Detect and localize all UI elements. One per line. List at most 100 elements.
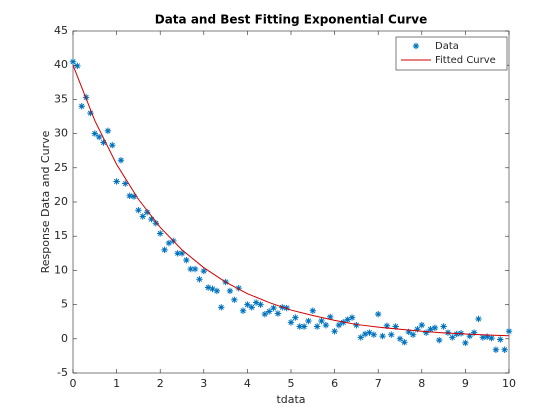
data-point bbox=[318, 317, 325, 325]
data-point bbox=[353, 321, 360, 329]
data-point bbox=[379, 332, 386, 340]
data-point bbox=[78, 103, 85, 110]
data-point bbox=[466, 332, 473, 340]
data-point bbox=[91, 130, 98, 137]
data-point bbox=[335, 321, 343, 329]
data-point bbox=[296, 323, 303, 330]
data-point bbox=[218, 304, 225, 311]
y-tick-label: 25 bbox=[54, 161, 68, 174]
data-point bbox=[187, 265, 194, 273]
y-tick-label: 15 bbox=[54, 229, 68, 242]
data-point bbox=[157, 230, 164, 237]
y-tick-label: -5 bbox=[57, 366, 68, 379]
data-point bbox=[287, 319, 295, 326]
data-point bbox=[261, 310, 269, 318]
data-point bbox=[300, 323, 308, 330]
data-point bbox=[252, 299, 260, 306]
data-point bbox=[239, 307, 247, 314]
data-point bbox=[274, 310, 282, 317]
data-point bbox=[405, 328, 412, 336]
data-point bbox=[484, 333, 491, 340]
data-point bbox=[165, 239, 173, 247]
data-point bbox=[161, 246, 168, 254]
data-point bbox=[283, 304, 290, 312]
data-point bbox=[135, 207, 142, 214]
legend-box bbox=[395, 36, 508, 71]
fitted-line bbox=[72, 65, 510, 337]
data-point bbox=[109, 142, 116, 149]
data-point bbox=[470, 329, 478, 336]
data-point bbox=[479, 334, 487, 341]
data-point bbox=[87, 109, 94, 117]
y-tick-label: 10 bbox=[54, 263, 68, 276]
data-point bbox=[270, 304, 277, 312]
data-point bbox=[422, 329, 430, 336]
data-point bbox=[505, 328, 513, 335]
x-tick-label: 1 bbox=[113, 377, 120, 390]
data-point bbox=[327, 313, 334, 321]
data-point bbox=[209, 285, 216, 293]
data-point bbox=[501, 346, 508, 353]
legend-label: Data bbox=[435, 41, 459, 52]
data-point bbox=[427, 326, 434, 333]
data-point bbox=[122, 180, 129, 187]
data-point bbox=[69, 58, 77, 65]
y-axis-label: Response Data and Curve bbox=[39, 130, 52, 273]
data-point bbox=[392, 323, 399, 330]
data-point bbox=[462, 339, 469, 347]
data-point bbox=[436, 336, 443, 344]
data-point bbox=[139, 213, 146, 220]
data-point bbox=[191, 265, 199, 273]
data-point bbox=[401, 339, 408, 346]
data-point bbox=[204, 284, 212, 291]
data-point bbox=[266, 308, 273, 315]
data-point bbox=[492, 346, 500, 353]
legend-symbol bbox=[412, 42, 420, 50]
data-point bbox=[361, 330, 369, 338]
data-point bbox=[226, 287, 234, 295]
data-point bbox=[440, 323, 447, 330]
data-point bbox=[375, 310, 382, 318]
x-tick-label: 3 bbox=[200, 377, 207, 390]
data-point bbox=[305, 317, 312, 325]
data-point bbox=[248, 304, 255, 311]
data-point bbox=[292, 314, 299, 321]
data-point bbox=[200, 267, 207, 275]
data-point bbox=[100, 139, 107, 146]
data-point bbox=[344, 316, 351, 323]
data-point bbox=[196, 276, 203, 283]
data-point bbox=[488, 334, 495, 342]
plot-area bbox=[72, 30, 510, 374]
y-tick-label: 40 bbox=[54, 58, 68, 71]
data-point bbox=[331, 328, 338, 335]
data-point bbox=[475, 315, 482, 323]
data-point bbox=[231, 296, 238, 304]
x-tick-label: 4 bbox=[244, 377, 251, 390]
data-point bbox=[178, 250, 186, 257]
y-tick-label: 20 bbox=[54, 195, 68, 208]
x-tick-label: 6 bbox=[331, 377, 338, 390]
y-tick-label: 35 bbox=[54, 92, 68, 105]
x-tick-label: 9 bbox=[462, 377, 469, 390]
data-point bbox=[183, 256, 190, 264]
data-point bbox=[95, 133, 103, 141]
data-point bbox=[348, 314, 356, 321]
data-point bbox=[388, 331, 395, 338]
y-tick-label: 30 bbox=[54, 127, 68, 140]
data-point bbox=[152, 220, 160, 227]
legend-label: Fitted Curve bbox=[435, 55, 496, 66]
data-point bbox=[414, 326, 421, 333]
data-point bbox=[113, 178, 120, 185]
data-point bbox=[74, 62, 81, 70]
data-point bbox=[431, 324, 439, 332]
y-tick-label: 5 bbox=[61, 298, 68, 311]
data-point bbox=[396, 335, 404, 342]
data-point bbox=[213, 287, 221, 295]
data-point bbox=[244, 301, 251, 308]
data-point bbox=[449, 334, 456, 341]
data-point bbox=[257, 301, 264, 308]
x-axis-label: tdata bbox=[276, 393, 305, 406]
y-tick-label: 0 bbox=[61, 332, 68, 345]
data-point bbox=[357, 334, 364, 341]
